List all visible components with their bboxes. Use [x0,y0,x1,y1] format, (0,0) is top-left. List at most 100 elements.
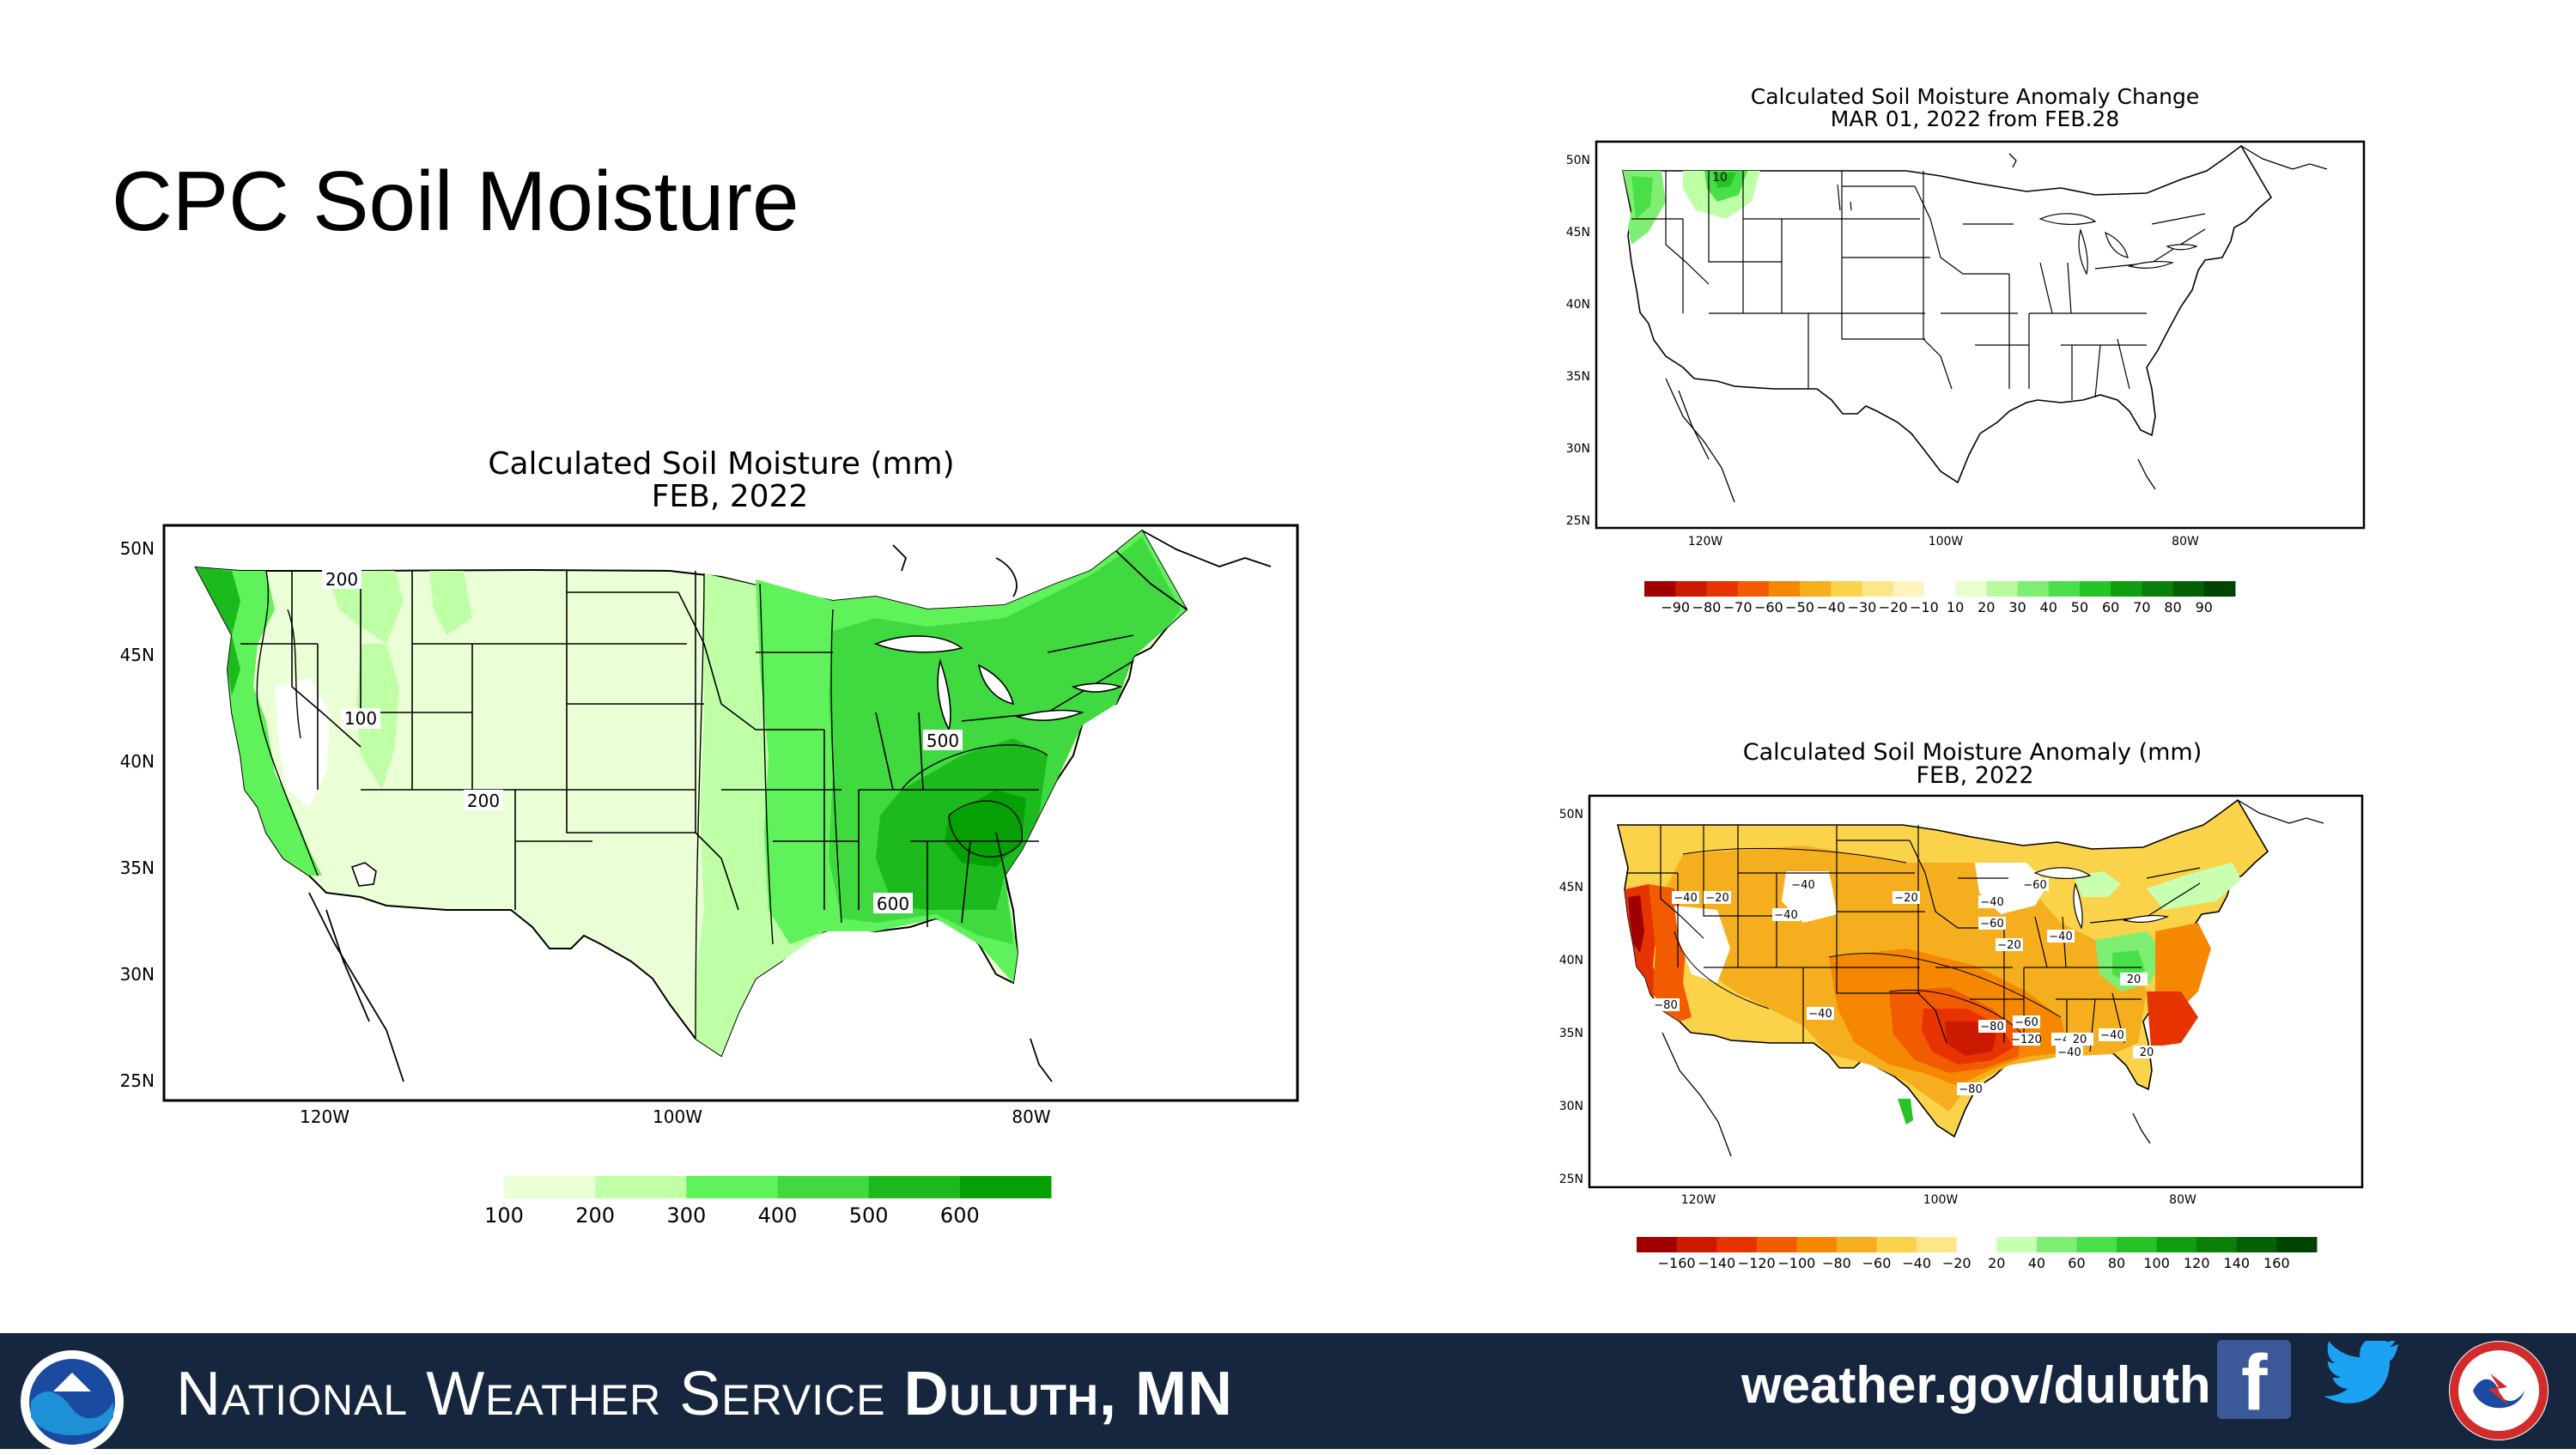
legend-label: −60 [1862,1255,1892,1271]
svg-text:120W: 120W [300,1106,349,1127]
legend-swatch [1756,1237,1797,1252]
contour-label: −60 [2023,879,2046,892]
legend-label: −20 [1942,1255,1971,1271]
nw-interior-band [326,571,404,644]
svg-text:50N: 50N [1566,154,1590,167]
great-lakes [1837,184,2198,276]
nws-org-name: National Weather Service [176,1360,886,1428]
lat-labels: 50N 45N 40N 35N 30N 25N [1559,808,1583,1186]
idaho-wettest [1713,173,1736,188]
legend-swatch [504,1176,596,1198]
website-link[interactable]: weather.gov/duluth [1741,1356,2211,1414]
color-legend: −160 −140 −120 −100 −80 −60 −40 −20 20 40 60 80 100 1… [1637,1237,2318,1271]
legend-swatch [2017,581,2050,597]
contour-label: −60 [2014,1016,2038,1029]
lat-labels: 50N 45N 40N 35N 30N 25N [1566,154,1590,528]
legend-label: 60 [2102,599,2119,615]
legend-label: 120 [2184,1255,2210,1271]
state-boundaries [1631,171,2206,400]
svg-text:45N: 45N [1559,881,1583,894]
northeast-wet [2147,863,2241,910]
legend-swatch [1923,581,1956,597]
svg-text:40N: 40N [120,751,155,772]
legend-swatch [2142,581,2174,597]
legend-label: 40 [2028,1255,2045,1271]
contour-label-bg [1789,878,1817,891]
legend-label: 30 [2008,599,2026,615]
svg-text:45N: 45N [120,645,155,665]
legend-label: −100 [1777,1255,1815,1271]
map-frame: 50N 45N 40N 35N 30N 25N 120W 100W 80W 20… [120,524,1299,1127]
legend-label: −40 [1816,599,1845,615]
contour-value-labels: 10 [1712,171,1728,185]
legend-swatch [2111,581,2142,597]
legend-label: −40 [1902,1255,1931,1271]
svg-text:200: 200 [325,569,358,590]
color-legend: −90 −80 −70 −60 −50 −40 −30 −20 −10 10 20 30 40 50 60 7… [1644,581,2236,615]
contour-label: −40 [2057,1046,2081,1059]
legend-swatch [959,1176,1052,1198]
legend-swatch [1675,581,1707,597]
coastlines [1665,145,2328,503]
contour-label-bg [2013,1015,2040,1028]
lon-labels: 120W 100W 80W [1688,535,2199,549]
contour-label-bg [1772,908,1800,921]
contour-label-bg [2021,878,2049,891]
contour-label-bg [2047,930,2075,943]
footer-bar: National Weather Service Duluth, MN weat… [0,1333,2576,1453]
legend-swatch [777,1176,870,1198]
legend-label: 200 [575,1203,615,1228]
svg-text:500: 500 [927,731,959,751]
facebook-glyph: f [2241,1339,2268,1427]
legend-swatch [2036,1237,2077,1252]
legend-swatch [1737,581,1770,597]
contour-label: −80 [1959,1083,1982,1096]
twitter-icon[interactable] [2323,1341,2405,1418]
legend-label: −60 [1754,599,1783,615]
contour-label-bg [2056,1046,2083,1058]
contour-label: −20 [1894,892,1917,905]
legend-swatch [595,1176,687,1198]
nw-wet-core [1631,176,1653,219]
svg-text:100W: 100W [1923,1193,1959,1207]
map-frame: 50N 45N 40N 35N 30N 25N 120W 100W 80W 10 [1566,140,2366,549]
legend-swatch [1956,1237,1997,1252]
legend-label: 70 [2133,599,2150,615]
map-frame: 50N 45N 40N 35N 30N 25N 120W 100W 80W −4… [1559,794,2364,1207]
svg-text:30N: 30N [1566,442,1590,456]
svg-text:45N: 45N [1566,226,1590,239]
michigan-wet [2074,871,2121,897]
map-title: Calculated Soil Moisture Anomaly (mm) [1743,739,2202,766]
svg-text:25N: 25N [120,1070,155,1091]
legend-label: 10 [1947,599,1964,615]
state-boundaries [1626,825,2201,1054]
legend-label: 40 [2040,599,2057,615]
legend-label: −80 [1692,599,1722,615]
legend-swatch [1716,1237,1758,1252]
nws-office: Duluth, MN [903,1360,1233,1428]
legend-swatch [1986,581,2019,597]
carolina-dry [2147,991,2198,1047]
lat-labels: 50N 45N 40N 35N 30N 25N [120,538,155,1091]
coastlines [1662,799,2324,1157]
contour-label-bg [1978,917,2006,930]
contour-label-bg [1672,891,1699,904]
legend-label: 500 [849,1203,889,1228]
lon-labels: 120W 100W 80W [1681,1193,2196,1207]
legend-label: −140 [1698,1255,1735,1271]
nws-office-name: National Weather Service Duluth, MN [176,1359,1233,1429]
facebook-icon[interactable]: f [2217,1339,2291,1427]
legend-label: 140 [2224,1255,2251,1271]
coastlines [308,530,1272,1082]
svg-text:10: 10 [1712,171,1728,185]
contour-label: −80 [1654,999,1677,1012]
contour-label-bg [2120,973,2148,985]
map-title: Calculated Soil Moisture (mm) [488,446,954,482]
legend-swatch [1644,581,1676,597]
svg-text:40N: 40N [1559,954,1583,967]
svg-text:120W: 120W [1688,535,1723,549]
legend-label: 600 [940,1203,980,1228]
contour-label: 20 [2140,1046,2154,1059]
conus-shape [1622,144,2273,484]
contour-label: 20 [2127,973,2142,986]
